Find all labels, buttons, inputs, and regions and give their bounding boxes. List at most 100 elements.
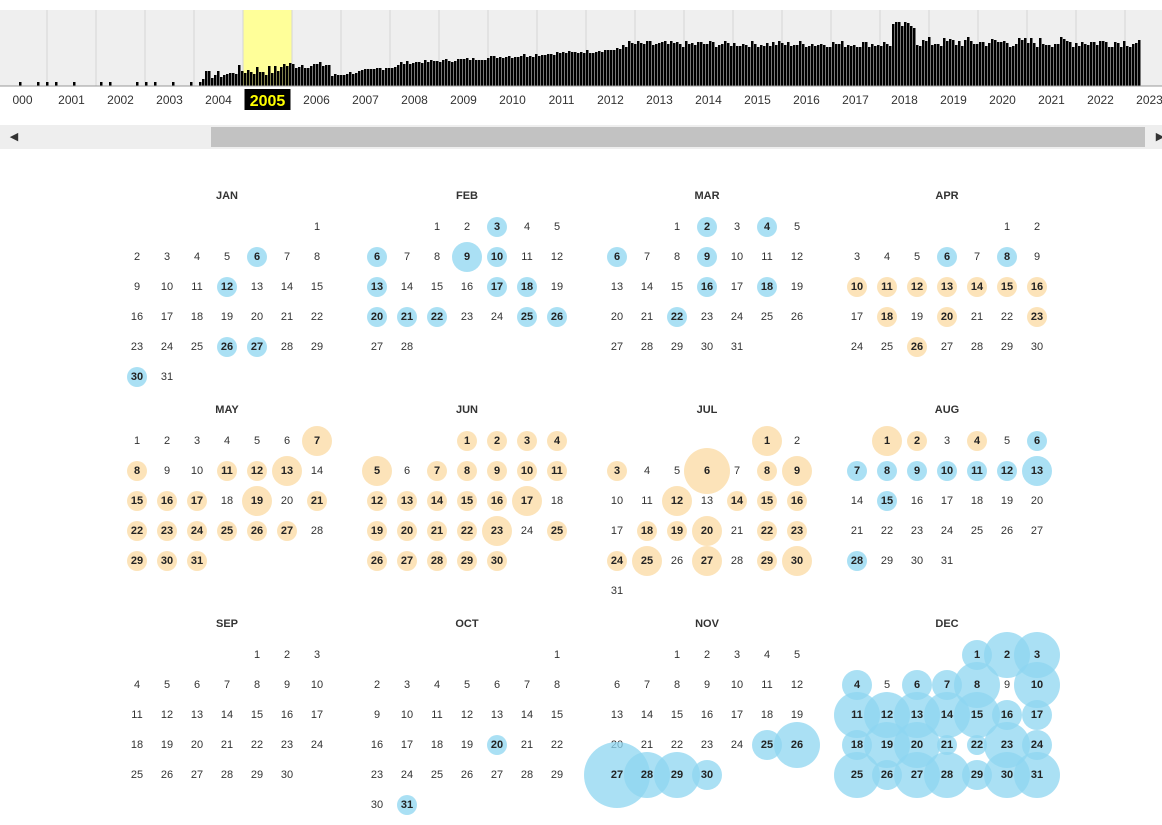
year-label-2001[interactable]: 2001 — [58, 93, 85, 107]
capture-bubble[interactable] — [362, 456, 392, 486]
capture-bubble[interactable] — [997, 247, 1017, 267]
capture-bubble[interactable] — [752, 426, 782, 456]
day-cell[interactable]: 23 — [160, 525, 174, 537]
capture-bubble[interactable] — [632, 546, 662, 576]
day-cell[interactable]: 29 — [130, 555, 144, 567]
day-cell[interactable]: 25 — [520, 311, 534, 323]
day-cell[interactable]: 15 — [760, 495, 774, 507]
day-cell[interactable]: 4 — [853, 679, 861, 691]
day-cell[interactable]: 11 — [551, 465, 563, 477]
day-cell[interactable]: 7 — [313, 435, 321, 447]
day-cell[interactable]: 3 — [523, 435, 531, 447]
capture-bubble[interactable] — [877, 461, 897, 481]
day-cell[interactable]: 11 — [971, 465, 983, 477]
day-cell[interactable]: 20 — [700, 525, 714, 537]
day-cell[interactable]: 20 — [490, 739, 504, 751]
day-cell[interactable]: 28 — [940, 769, 954, 781]
capture-bubble[interactable] — [877, 307, 897, 327]
capture-bubble[interactable] — [847, 551, 867, 571]
day-cell[interactable]: 24 — [610, 555, 624, 567]
capture-bubble[interactable] — [247, 521, 267, 541]
year-label-2005[interactable]: 2005 — [250, 93, 286, 110]
day-cell[interactable]: 21 — [430, 525, 444, 537]
capture-bubble[interactable] — [697, 217, 717, 237]
day-cell[interactable]: 11 — [221, 465, 233, 477]
day-cell[interactable]: 31 — [1030, 769, 1044, 781]
day-cell[interactable]: 18 — [850, 739, 864, 751]
year-label-2020[interactable]: 2020 — [989, 93, 1016, 107]
day-cell[interactable]: 29 — [760, 555, 774, 567]
capture-bubble[interactable] — [607, 247, 627, 267]
day-cell[interactable]: 31 — [400, 799, 414, 811]
capture-bubble[interactable] — [757, 551, 777, 571]
capture-bubble[interactable] — [217, 461, 237, 481]
day-cell[interactable]: 23 — [1030, 311, 1044, 323]
capture-bubble[interactable] — [452, 242, 482, 272]
capture-bubble[interactable] — [427, 307, 447, 327]
capture-bubble[interactable] — [457, 521, 477, 541]
capture-bubble[interactable] — [397, 491, 417, 511]
capture-bubble[interactable] — [367, 521, 387, 541]
capture-bubble[interactable] — [127, 367, 147, 387]
capture-bubble[interactable] — [487, 217, 507, 237]
capture-bubble[interactable] — [397, 551, 417, 571]
capture-bubble[interactable] — [997, 277, 1017, 297]
day-cell[interactable]: 8 — [133, 465, 141, 477]
capture-bubble[interactable] — [782, 456, 812, 486]
day-cell[interactable]: 12 — [220, 281, 234, 293]
day-cell[interactable]: 26 — [880, 769, 894, 781]
capture-bubble[interactable] — [774, 722, 820, 768]
day-cell[interactable]: 13 — [940, 281, 954, 293]
day-cell[interactable]: 8 — [883, 465, 891, 477]
day-cell[interactable]: 1 — [763, 435, 771, 447]
day-cell[interactable]: 26 — [550, 311, 564, 323]
capture-bubble[interactable] — [307, 491, 327, 511]
day-cell[interactable]: 15 — [130, 495, 144, 507]
day-cell[interactable]: 19 — [370, 525, 384, 537]
day-cell[interactable]: 27 — [400, 555, 414, 567]
day-cell[interactable]: 23 — [1000, 739, 1014, 751]
day-cell[interactable]: 15 — [460, 495, 474, 507]
capture-bubble[interactable] — [907, 337, 927, 357]
day-cell[interactable]: 4 — [553, 435, 561, 447]
day-cell[interactable]: 12 — [880, 709, 894, 721]
day-cell[interactable]: 23 — [490, 525, 504, 537]
capture-bubble[interactable] — [517, 461, 537, 481]
day-cell[interactable]: 30 — [1000, 769, 1014, 781]
day-cell[interactable]: 22 — [430, 311, 444, 323]
day-cell[interactable]: 18 — [640, 525, 654, 537]
day-cell[interactable]: 9 — [493, 465, 501, 477]
day-cell[interactable]: 21 — [940, 739, 954, 751]
day-cell[interactable]: 16 — [1000, 709, 1014, 721]
day-cell[interactable]: 9 — [793, 465, 801, 477]
capture-bubble[interactable] — [547, 307, 567, 327]
capture-bubble[interactable] — [272, 456, 302, 486]
capture-bubble[interactable] — [427, 461, 447, 481]
day-cell[interactable]: 10 — [850, 281, 864, 293]
capture-bubble[interactable] — [487, 431, 507, 451]
year-label-2003[interactable]: 2003 — [156, 93, 183, 107]
day-cell[interactable]: 26 — [790, 739, 804, 751]
capture-bubble[interactable] — [157, 551, 177, 571]
day-cell[interactable]: 13 — [280, 465, 294, 477]
capture-bubble[interactable] — [302, 426, 332, 456]
day-cell[interactable]: 30 — [490, 555, 504, 567]
day-cell[interactable]: 19 — [880, 739, 894, 751]
day-cell[interactable]: 9 — [463, 251, 471, 263]
year-label-2021[interactable]: 2021 — [1038, 93, 1065, 107]
day-cell[interactable]: 24 — [1030, 739, 1044, 751]
capture-bubble[interactable] — [782, 546, 812, 576]
capture-bubble[interactable] — [907, 277, 927, 297]
year-label-2022[interactable]: 2022 — [1087, 93, 1114, 107]
capture-bubble[interactable] — [547, 431, 567, 451]
day-cell[interactable]: 22 — [670, 311, 684, 323]
year-label-2011[interactable]: 2011 — [549, 93, 575, 107]
capture-bubble[interactable] — [847, 461, 867, 481]
capture-bubble[interactable] — [1022, 456, 1052, 486]
day-cell[interactable]: 22 — [460, 525, 474, 537]
capture-bubble[interactable] — [937, 461, 957, 481]
capture-bubble[interactable] — [547, 461, 567, 481]
day-cell[interactable]: 6 — [253, 251, 261, 263]
year-label-2014[interactable]: 2014 — [695, 93, 722, 107]
capture-bubble[interactable] — [877, 491, 897, 511]
